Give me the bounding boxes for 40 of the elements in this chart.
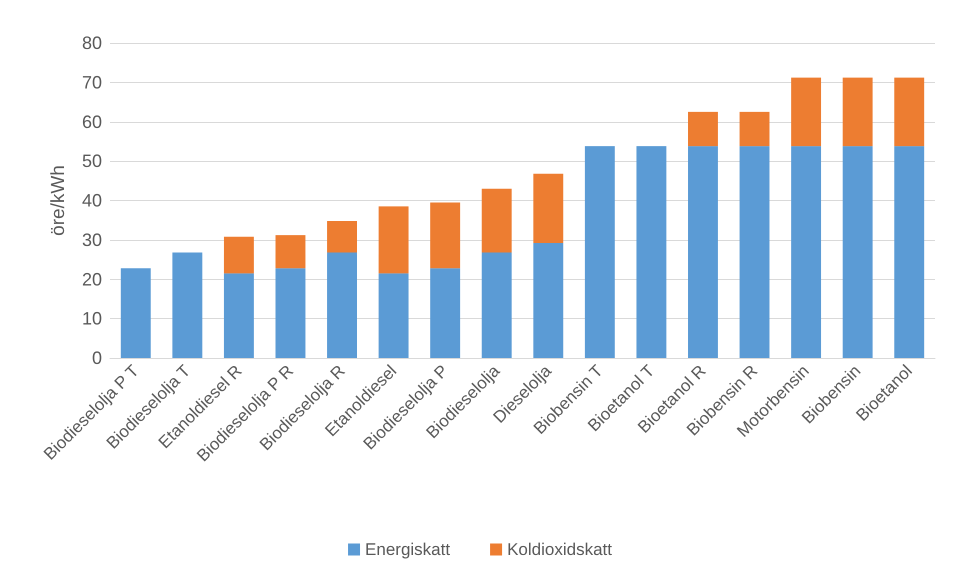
y-tick-label: 10 <box>82 308 102 329</box>
bar <box>791 78 822 146</box>
bar <box>791 146 822 358</box>
y-tick-label: 40 <box>82 190 102 210</box>
bar <box>636 146 666 358</box>
legend-label: Koldioxidskatt <box>507 540 612 559</box>
y-tick-label: 50 <box>82 151 102 172</box>
bar <box>378 206 409 274</box>
bar <box>688 146 718 358</box>
bar <box>688 112 718 146</box>
bar <box>584 146 615 358</box>
bar <box>482 188 512 252</box>
y-tick-label: 30 <box>82 230 102 250</box>
bar <box>740 146 770 358</box>
bar <box>533 174 564 244</box>
bar <box>533 243 564 358</box>
bar <box>842 78 873 146</box>
bar <box>327 252 357 358</box>
legend-label: Energiskatt <box>365 540 450 559</box>
bar <box>224 273 254 358</box>
y-tick-label: 70 <box>82 72 102 92</box>
bar <box>894 78 924 146</box>
bar <box>120 268 151 358</box>
y-tick-label: 20 <box>82 269 102 290</box>
bar <box>430 268 460 358</box>
bar <box>482 252 512 358</box>
bar <box>378 273 409 358</box>
bar <box>740 112 770 146</box>
y-axis-title: öre/kWh <box>48 165 69 236</box>
bar <box>276 268 306 358</box>
bar <box>224 236 254 274</box>
bar <box>894 146 924 358</box>
bar <box>842 146 873 358</box>
bar <box>327 220 357 252</box>
bar <box>172 252 202 358</box>
y-tick-label: 0 <box>92 348 102 368</box>
y-tick-label: 60 <box>82 112 102 132</box>
y-tick-label: 80 <box>82 33 102 53</box>
bar <box>430 202 460 268</box>
bar <box>276 235 306 268</box>
